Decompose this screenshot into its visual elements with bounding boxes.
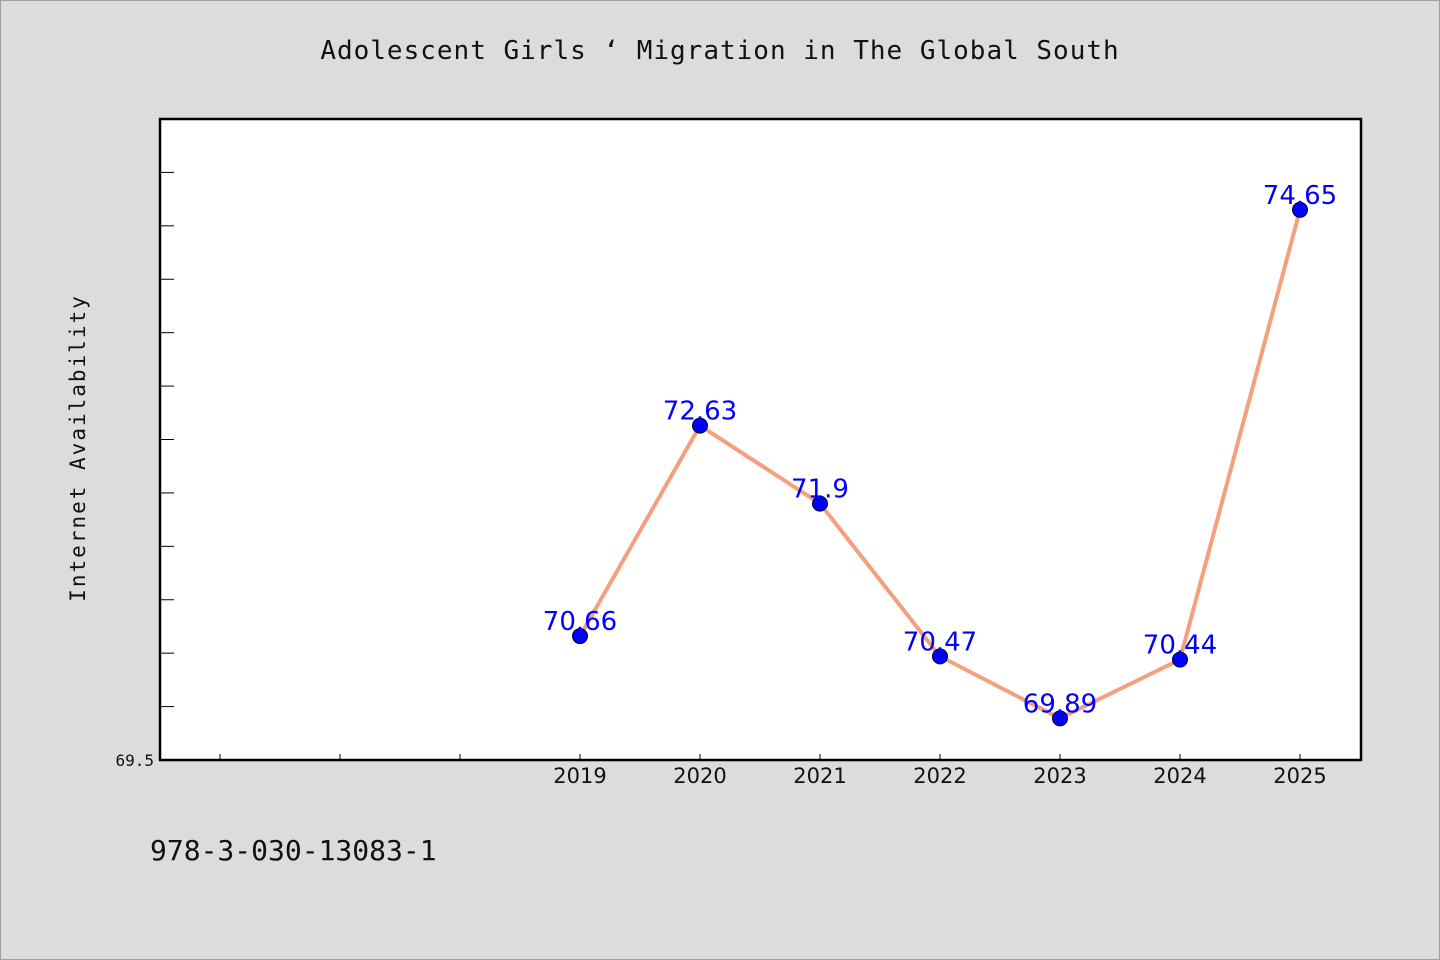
data-point — [1292, 201, 1308, 218]
isbn-note: 978-3-030-13083-1 — [150, 834, 437, 867]
data-labels: 70.66 72.63 71.9 70.47 69.89 70.44 74.65 — [543, 181, 1337, 720]
axis-ticks — [160, 118, 1301, 760]
data-label: 70.47 — [903, 627, 977, 657]
data-point — [692, 417, 708, 434]
data-label: 70.44 — [1143, 631, 1217, 661]
y-tick-label: 69.5 — [115, 751, 154, 770]
data-point — [1172, 651, 1188, 668]
plot-area — [158, 117, 1363, 762]
x-tick-label: 2024 — [1153, 764, 1206, 788]
data-point — [572, 628, 588, 645]
series-group — [572, 201, 1308, 727]
data-point — [932, 648, 948, 665]
x-tick-label: 2020 — [673, 764, 726, 788]
data-label: 72.63 — [663, 397, 737, 427]
x-tick-label: 2025 — [1273, 764, 1326, 788]
x-tick-label: 2023 — [1033, 764, 1086, 788]
x-tick-label: 2022 — [913, 764, 966, 788]
chart-title: Adolescent Girls ‘ Migration in The Glob… — [320, 36, 1120, 66]
data-label: 74.65 — [1263, 181, 1337, 211]
data-point — [812, 495, 828, 512]
x-tick-label: 2021 — [793, 764, 846, 788]
data-label: 71.9 — [791, 475, 849, 505]
y-tick-labels: 69.5 — [115, 751, 154, 770]
data-label: 70.66 — [543, 607, 617, 637]
data-point — [1052, 710, 1068, 727]
data-label: 69.89 — [1023, 689, 1097, 719]
x-tick-label: 2019 — [553, 764, 606, 788]
x-tick-labels: 2019 2020 2021 2022 2023 2024 2025 — [553, 764, 1326, 788]
